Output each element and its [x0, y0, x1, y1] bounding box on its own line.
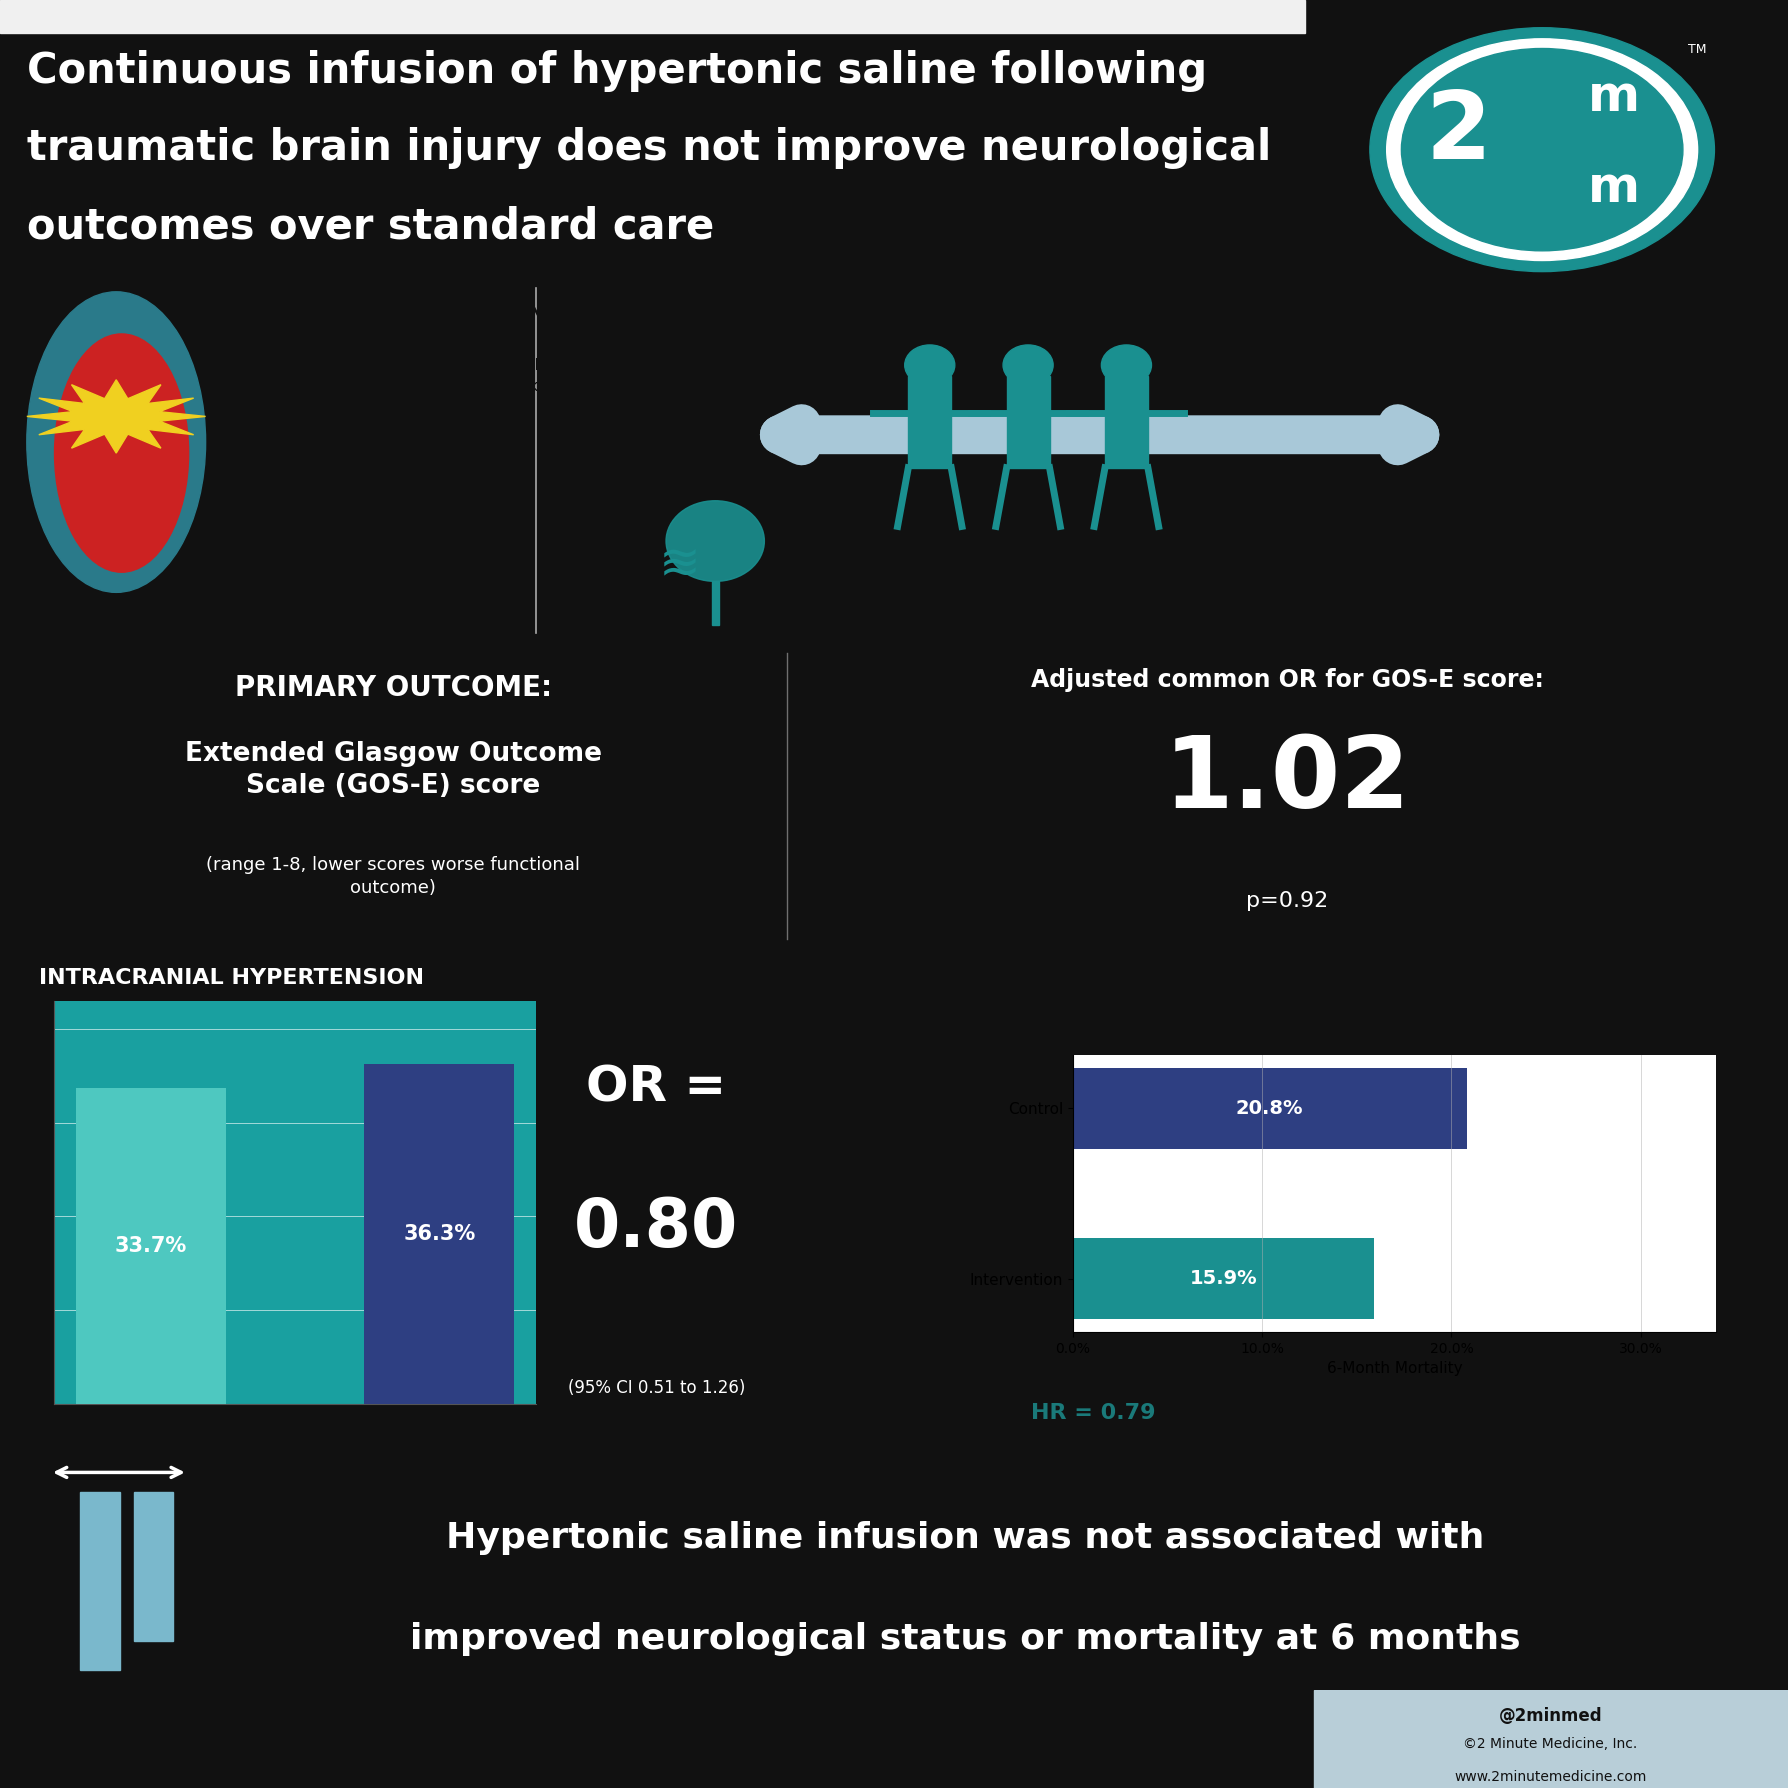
Bar	[134, 1491, 173, 1641]
Bar	[712, 581, 719, 626]
Text: Extended Glasgow Outcome
Scale (GOS-E) score: Extended Glasgow Outcome Scale (GOS-E) s…	[184, 740, 603, 799]
Text: STANDARD
CARE ALONE: STANDARD CARE ALONE	[1559, 365, 1695, 409]
Ellipse shape	[667, 501, 765, 581]
Text: 15.9%: 15.9%	[1189, 1269, 1257, 1287]
Ellipse shape	[27, 291, 206, 592]
Text: 6-Month Mortality: 6-Month Mortality	[1236, 967, 1518, 996]
Bar	[0, 0, 1305, 34]
Bar	[1073, 1067, 1466, 1150]
Text: TRAUMATIC BRAIN INJURY:: TRAUMATIC BRAIN INJURY:	[331, 306, 597, 324]
Text: PRIMARY OUTCOME:: PRIMARY OUTCOME:	[234, 674, 552, 703]
Text: ≋: ≋	[658, 542, 701, 588]
Bar	[1314, 1690, 1788, 1788]
Text: Roquilly et al. JAMA. May 25, 2021.: Roquilly et al. JAMA. May 25, 2021.	[27, 1740, 318, 1758]
Text: (95% CI 0.51 to 1.26): (95% CI 0.51 to 1.26)	[569, 1379, 746, 1396]
Text: (95% CI 0.48 to 1.28): (95% CI 0.48 to 1.28)	[1184, 1404, 1398, 1423]
Text: improved neurological status or mortality at 6 months: improved neurological status or mortalit…	[409, 1622, 1522, 1656]
Bar	[1007, 375, 1050, 468]
Text: @2minmed: @2minmed	[1498, 1708, 1602, 1725]
Bar	[75, 1089, 225, 1404]
Bar	[365, 1064, 515, 1404]
Polygon shape	[27, 379, 206, 452]
X-axis label: 6-Month Mortality: 6-Month Mortality	[1327, 1361, 1463, 1377]
Ellipse shape	[1370, 27, 1715, 272]
Text: Hypertonic saline infusion was not associated with: Hypertonic saline infusion was not assoc…	[447, 1520, 1484, 1556]
Text: 20% HYPTERTONIC
SALINE +
STANDARD CARE: 20% HYPTERTONIC SALINE + STANDARD CARE	[635, 306, 826, 374]
Ellipse shape	[1101, 345, 1151, 384]
Text: 33.7%: 33.7%	[114, 1236, 186, 1255]
Bar	[908, 375, 951, 468]
Ellipse shape	[55, 334, 190, 572]
Text: 20.8%: 20.8%	[1236, 1100, 1303, 1118]
Text: outcomes over standard care: outcomes over standard care	[27, 206, 713, 247]
Text: Continuous infusion of hypertonic saline following: Continuous infusion of hypertonic saline…	[27, 50, 1207, 91]
Text: OR =: OR =	[586, 1064, 726, 1112]
Text: m: m	[1588, 73, 1640, 122]
Bar	[1073, 1237, 1373, 1320]
Text: (range 1-8, lower scores worse functional
outcome): (range 1-8, lower scores worse functiona…	[206, 856, 581, 896]
Text: INTRACRANIAL HYPERTENSION: INTRACRANIAL HYPERTENSION	[39, 967, 424, 987]
Text: traumatic brain injury does not improve neurological: traumatic brain injury does not improve …	[27, 127, 1271, 170]
Text: Does continuous hypersaline
solution decrease the risk of
intracranial hypertens: Does continuous hypersaline solution dec…	[331, 358, 563, 460]
Text: TM: TM	[1688, 43, 1708, 57]
Text: www.2minutemedicine.com: www.2minutemedicine.com	[1454, 1770, 1647, 1784]
Text: m: m	[1588, 164, 1640, 213]
Text: 36.3%: 36.3%	[404, 1223, 476, 1244]
Text: 370 individuals with
moderate to severe TBI: 370 individuals with moderate to severe …	[985, 535, 1214, 578]
Ellipse shape	[1387, 39, 1697, 261]
Ellipse shape	[1003, 345, 1053, 384]
Bar	[80, 1491, 120, 1670]
Text: HR = 0.79: HR = 0.79	[1032, 1404, 1155, 1423]
Text: 1.02: 1.02	[1164, 731, 1411, 830]
Ellipse shape	[905, 345, 955, 384]
Ellipse shape	[1402, 48, 1683, 250]
Text: 2: 2	[1425, 88, 1491, 179]
Text: 0.80: 0.80	[574, 1194, 738, 1261]
Text: ©2 Minute Medicine, Inc.: ©2 Minute Medicine, Inc.	[1463, 1736, 1638, 1750]
Text: Adjusted common OR for GOS-E score:: Adjusted common OR for GOS-E score:	[1032, 669, 1543, 692]
Text: p=0.92: p=0.92	[1246, 890, 1328, 912]
Bar	[1105, 375, 1148, 468]
